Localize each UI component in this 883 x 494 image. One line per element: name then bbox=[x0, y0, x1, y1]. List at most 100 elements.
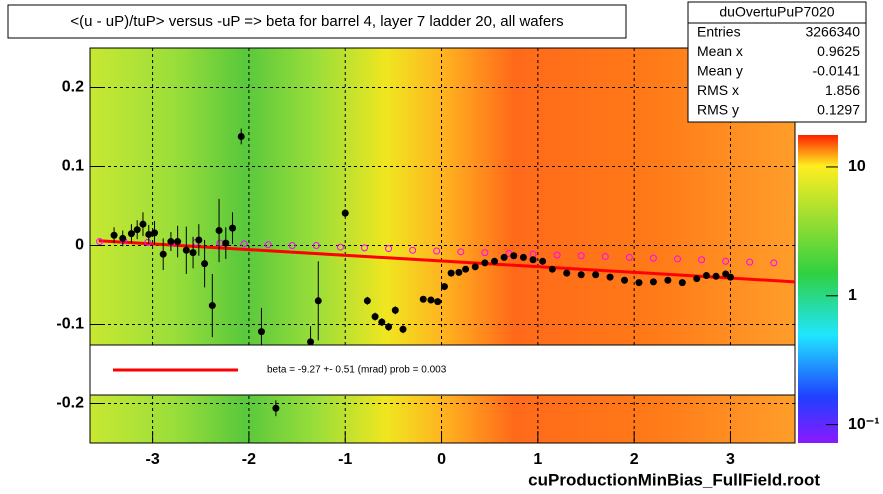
point bbox=[96, 238, 104, 246]
chart-title: <(u - uP)/tuP> versus -uP => beta for ba… bbox=[70, 13, 563, 30]
point bbox=[447, 269, 455, 277]
point bbox=[288, 242, 296, 249]
point bbox=[427, 296, 435, 304]
point bbox=[133, 226, 141, 234]
point bbox=[702, 272, 710, 280]
y-tick-label: 0.2 bbox=[62, 79, 84, 96]
stats-value: 3266340 bbox=[805, 24, 860, 40]
point bbox=[698, 256, 706, 264]
stats-label: RMS x bbox=[697, 82, 739, 98]
point bbox=[371, 313, 379, 321]
point bbox=[746, 258, 754, 266]
point bbox=[182, 246, 190, 254]
stats-value: 1.856 bbox=[825, 82, 860, 98]
point bbox=[621, 276, 629, 284]
x-tick-label: -2 bbox=[242, 451, 256, 468]
point bbox=[145, 230, 153, 238]
point bbox=[625, 253, 633, 261]
point bbox=[119, 234, 127, 242]
z-tick-label: 10⁻¹ bbox=[848, 416, 880, 433]
point bbox=[577, 271, 585, 279]
point bbox=[491, 257, 499, 265]
point bbox=[539, 257, 547, 265]
x-tick-label: 1 bbox=[533, 451, 542, 468]
point bbox=[726, 273, 734, 281]
point bbox=[455, 268, 463, 276]
point bbox=[201, 260, 209, 268]
point bbox=[385, 323, 393, 331]
point bbox=[139, 220, 147, 228]
point bbox=[159, 250, 167, 258]
point bbox=[110, 231, 118, 239]
point bbox=[434, 298, 442, 306]
x-tick-label: 3 bbox=[726, 451, 735, 468]
point bbox=[481, 259, 489, 267]
point bbox=[419, 295, 427, 303]
point bbox=[601, 253, 609, 261]
point bbox=[208, 302, 216, 310]
x-tick-label: 2 bbox=[630, 451, 639, 468]
point bbox=[399, 325, 407, 333]
point bbox=[264, 241, 272, 249]
y-tick-label: -0.1 bbox=[56, 316, 84, 333]
y-tick-label: 0.1 bbox=[62, 158, 84, 175]
stats-value: 0.1297 bbox=[817, 102, 860, 118]
point bbox=[649, 278, 657, 286]
point bbox=[391, 306, 399, 314]
x-tick-label: -1 bbox=[338, 451, 352, 468]
point bbox=[237, 132, 245, 140]
z-tick-label: 10 bbox=[848, 158, 866, 175]
x-tick-label: 0 bbox=[437, 451, 446, 468]
point bbox=[229, 224, 237, 232]
title-box bbox=[7, 4, 627, 39]
point bbox=[440, 283, 448, 291]
point bbox=[363, 297, 371, 305]
z-tick-label: 1 bbox=[848, 287, 857, 304]
point bbox=[409, 246, 417, 254]
y-tick-label: 0 bbox=[75, 237, 84, 254]
point bbox=[678, 279, 686, 287]
point bbox=[195, 236, 203, 244]
point bbox=[167, 238, 175, 246]
stats-box bbox=[687, 1, 867, 123]
point bbox=[481, 249, 489, 257]
point bbox=[577, 252, 585, 260]
point bbox=[385, 245, 393, 253]
point bbox=[635, 279, 643, 287]
stats-title: duOvertuPuP7020 bbox=[719, 4, 834, 20]
point bbox=[462, 265, 470, 273]
point bbox=[693, 275, 701, 283]
point bbox=[664, 276, 672, 284]
stats-label: Mean x bbox=[697, 43, 743, 59]
point bbox=[649, 254, 657, 262]
stats-value: 0.9625 bbox=[817, 43, 860, 59]
point bbox=[563, 269, 571, 277]
point bbox=[553, 251, 561, 259]
point bbox=[307, 338, 315, 346]
legend-text: beta = -9.27 +- 0.51 (mrad) prob = 0.003 bbox=[267, 365, 447, 376]
color-bar bbox=[798, 135, 838, 443]
point bbox=[770, 259, 778, 267]
stats-label: Entries bbox=[697, 24, 741, 40]
point bbox=[360, 244, 368, 252]
footer: cuProductionMinBias_FullField.root bbox=[528, 470, 820, 489]
plot-frame bbox=[89, 47, 796, 444]
point bbox=[174, 238, 182, 246]
point bbox=[144, 238, 152, 246]
fit-line bbox=[98, 239, 796, 284]
y-tick-label: -0.2 bbox=[56, 395, 84, 412]
point bbox=[592, 271, 600, 279]
point bbox=[151, 229, 159, 237]
point bbox=[215, 226, 223, 234]
point bbox=[674, 255, 681, 263]
point bbox=[336, 243, 344, 251]
point bbox=[127, 230, 135, 238]
stats-value: -0.0141 bbox=[813, 63, 861, 79]
point bbox=[341, 209, 349, 217]
point bbox=[471, 263, 479, 271]
point bbox=[312, 242, 320, 249]
point bbox=[500, 253, 508, 261]
point bbox=[272, 404, 280, 412]
point bbox=[606, 273, 614, 281]
